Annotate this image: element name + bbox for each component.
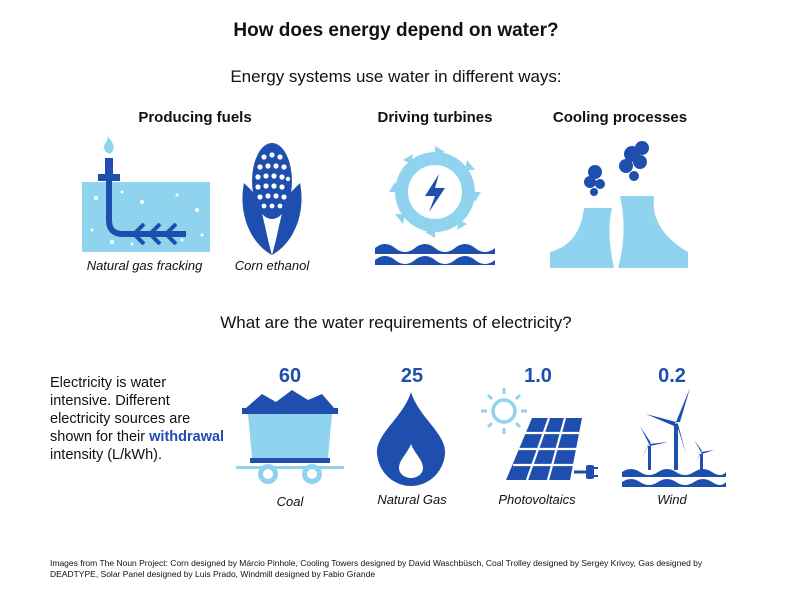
- category-cooling-processes: Cooling processes: [552, 109, 688, 126]
- category-producing-fuels: Producing fuels: [138, 109, 252, 126]
- value-photovoltaics: 1.0: [524, 365, 552, 387]
- value-natural-gas: 25: [400, 365, 424, 387]
- cooling-towers-icon: [550, 141, 688, 268]
- description-before: Electricity is water intensive. Differen…: [50, 375, 191, 445]
- coal-trolley-icon: [236, 390, 344, 484]
- description-after: intensity (L/kWh).: [50, 447, 162, 463]
- caption-coal: Coal: [276, 494, 304, 509]
- page-title: How does energy depend on water?: [233, 20, 559, 41]
- turbine-icon: [375, 146, 495, 265]
- value-coal: 60: [278, 365, 302, 387]
- fracking-icon: [82, 136, 210, 252]
- page-subtitle: Energy systems use water in different wa…: [230, 67, 562, 86]
- caption-photovoltaics: Photovoltaics: [498, 492, 576, 507]
- description-highlight: withdrawal: [149, 429, 225, 445]
- caption-wind: Wind: [657, 492, 687, 507]
- value-wind: 0.2: [658, 365, 686, 387]
- category-driving-turbines: Driving turbines: [377, 109, 493, 126]
- caption-fracking: Natural gas fracking: [86, 258, 203, 273]
- caption-natural-gas: Natural Gas: [377, 492, 447, 507]
- description-text: Electricity is water intensive. Differen…: [50, 374, 230, 464]
- solar-panel-icon: [481, 388, 598, 481]
- windmill-icon: [622, 388, 726, 487]
- electricity-question: What are the water requirements of elect…: [220, 313, 572, 332]
- gas-flame-icon: [376, 392, 446, 486]
- corn-icon: [242, 143, 302, 255]
- caption-corn-ethanol: Corn ethanol: [234, 258, 310, 273]
- image-credits: Images from The Noun Project: Corn desig…: [50, 558, 703, 579]
